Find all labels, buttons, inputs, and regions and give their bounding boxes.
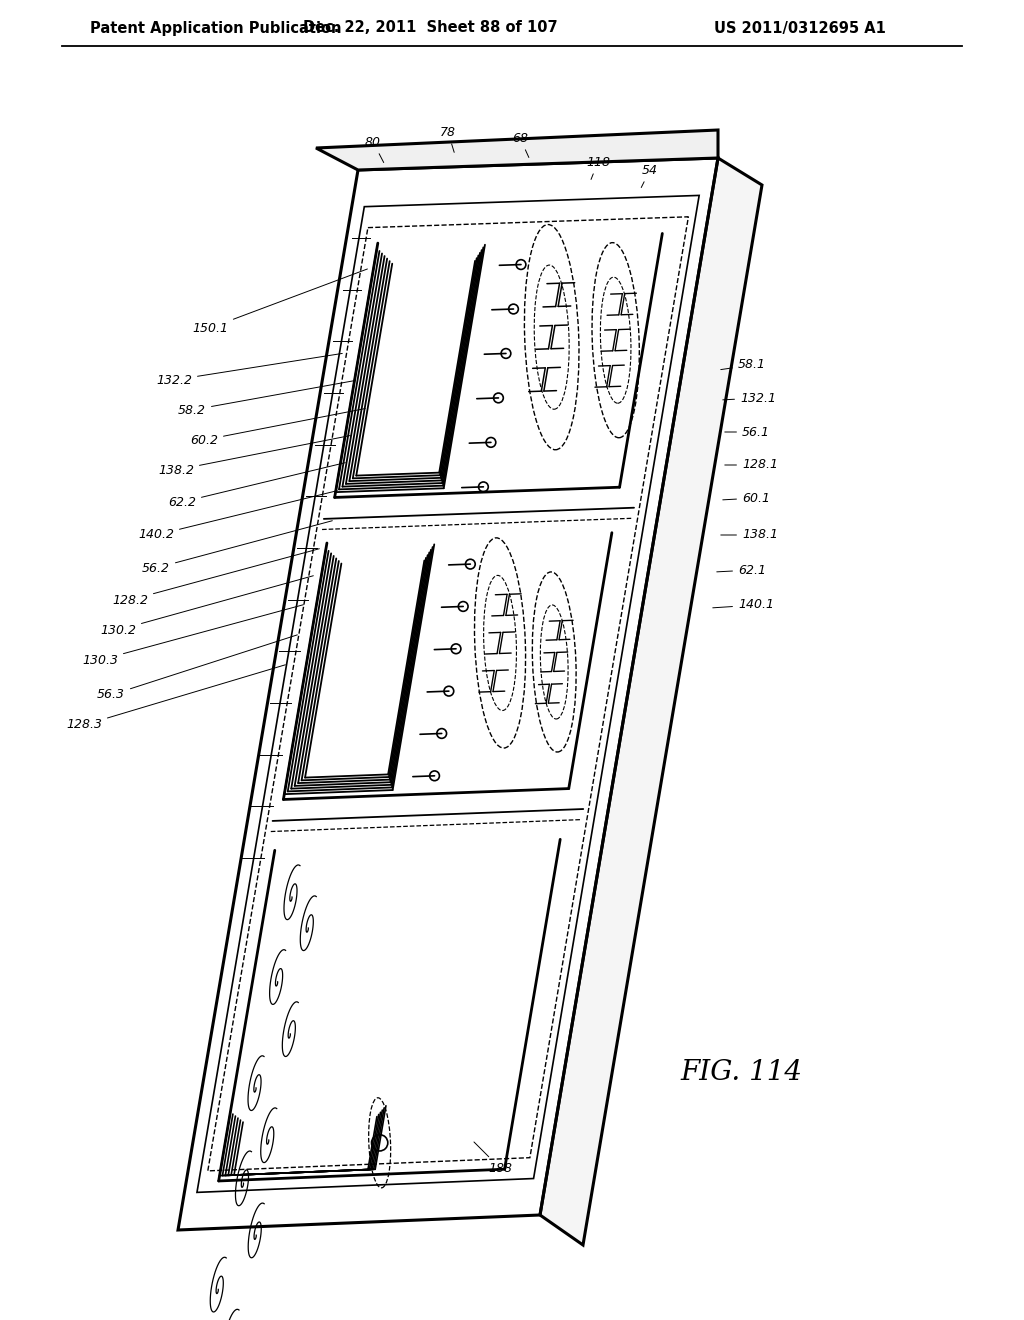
Text: 138.1: 138.1 (721, 528, 778, 541)
Text: 128.1: 128.1 (725, 458, 778, 471)
Text: 188: 188 (474, 1142, 512, 1175)
Text: 78: 78 (440, 125, 456, 152)
Text: 56.3: 56.3 (97, 635, 297, 701)
Text: 62.2: 62.2 (168, 462, 345, 508)
Text: Patent Application Publication: Patent Application Publication (90, 21, 341, 36)
Text: 118: 118 (586, 156, 610, 180)
Text: 150.1: 150.1 (193, 269, 368, 334)
Text: 140.2: 140.2 (138, 491, 337, 541)
Text: 58.2: 58.2 (178, 380, 355, 417)
Polygon shape (540, 158, 762, 1245)
Text: 58.1: 58.1 (721, 359, 766, 371)
Text: 60.2: 60.2 (190, 408, 366, 446)
Text: 68: 68 (512, 132, 528, 157)
Text: 132.1: 132.1 (723, 392, 776, 404)
Text: 130.3: 130.3 (82, 605, 303, 667)
Text: 130.2: 130.2 (100, 576, 313, 636)
Text: 54: 54 (641, 164, 658, 187)
Text: 128.2: 128.2 (112, 549, 319, 606)
Polygon shape (316, 129, 718, 170)
Text: 140.1: 140.1 (713, 598, 774, 611)
Text: 56.1: 56.1 (725, 425, 770, 438)
Text: FIG. 114: FIG. 114 (680, 1059, 802, 1085)
Text: 138.2: 138.2 (158, 436, 350, 477)
Text: Dec. 22, 2011  Sheet 88 of 107: Dec. 22, 2011 Sheet 88 of 107 (303, 21, 557, 36)
Text: 80: 80 (365, 136, 384, 162)
Text: 128.3: 128.3 (66, 665, 286, 731)
Text: US 2011/0312695 A1: US 2011/0312695 A1 (714, 21, 886, 36)
Text: 132.2: 132.2 (156, 354, 342, 387)
Text: 60.1: 60.1 (723, 491, 770, 504)
Text: 62.1: 62.1 (717, 564, 766, 577)
Text: 56.2: 56.2 (142, 520, 333, 574)
